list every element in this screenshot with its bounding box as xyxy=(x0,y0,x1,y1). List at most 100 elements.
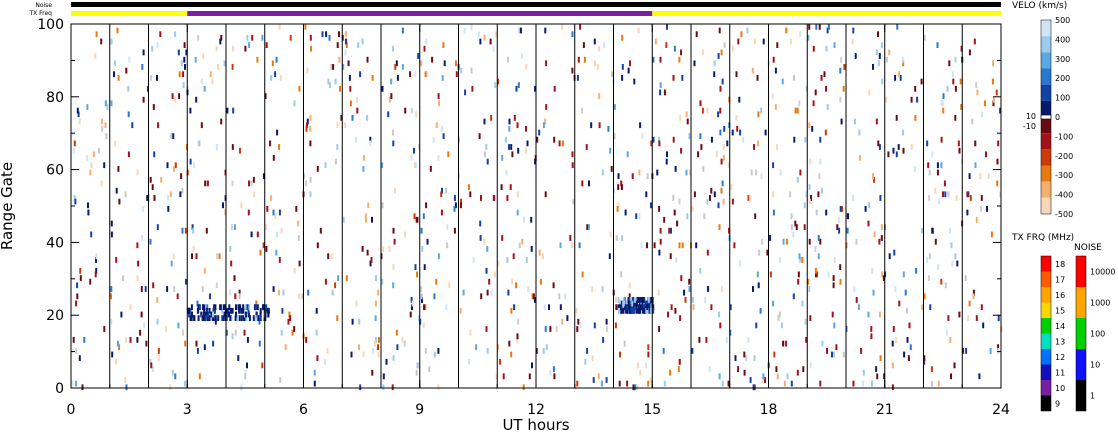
echo-cell xyxy=(819,380,822,387)
echo-cell xyxy=(688,133,691,139)
echo-cell xyxy=(833,351,835,358)
echo-cell xyxy=(899,75,902,81)
echo-cell xyxy=(542,122,545,129)
echo-cell xyxy=(766,249,769,256)
band-0-cell xyxy=(212,307,215,314)
band-0-cell xyxy=(259,315,262,321)
echo-cell xyxy=(710,136,713,143)
echo-cell xyxy=(516,209,519,216)
echo-cell xyxy=(667,311,669,318)
echo-cell xyxy=(621,235,624,241)
echo-cell xyxy=(596,64,599,70)
echo-cell xyxy=(561,318,564,325)
echo-cell xyxy=(431,56,434,63)
echo-cell xyxy=(272,155,275,161)
echo-cell xyxy=(272,286,275,292)
echo-cell xyxy=(307,289,310,296)
echo-cell xyxy=(790,224,793,230)
band-0-cell xyxy=(208,311,211,318)
echo-cell xyxy=(971,118,974,125)
echo-cell xyxy=(178,93,181,99)
echo-cell xyxy=(305,125,308,132)
echo-cell xyxy=(954,253,957,260)
echo-cell xyxy=(156,75,158,81)
echo-cell xyxy=(706,249,709,256)
echo-cell xyxy=(441,187,443,194)
band-0-cell xyxy=(259,307,262,314)
echo-cell xyxy=(195,96,198,103)
echo-cell xyxy=(508,144,510,150)
echo-cell xyxy=(581,271,584,278)
echo-cell xyxy=(525,125,527,132)
echo-cell xyxy=(423,45,426,52)
echo-cell xyxy=(349,100,352,107)
echo-cell xyxy=(854,53,857,59)
band-0-cell xyxy=(238,304,241,311)
echo-cell xyxy=(377,344,379,351)
echo-cell xyxy=(735,71,738,78)
echo-cell xyxy=(699,133,702,139)
band-1-cell xyxy=(647,297,650,303)
echo-cell xyxy=(542,253,544,260)
band-0-cell xyxy=(222,315,225,321)
echo-cell xyxy=(990,231,993,238)
echo-cell xyxy=(678,198,681,205)
echo-cell xyxy=(775,366,778,372)
echo-cell xyxy=(313,369,316,376)
echo-cell xyxy=(607,125,610,132)
echo-cell xyxy=(772,191,775,198)
echo-cell xyxy=(100,180,103,187)
echo-cell xyxy=(756,75,759,81)
echo-cell xyxy=(351,318,354,325)
band-0-cell xyxy=(240,315,243,321)
echo-cell xyxy=(169,384,172,391)
echo-cell xyxy=(782,238,785,245)
echo-cell xyxy=(817,253,820,260)
echo-cell xyxy=(149,358,152,365)
echo-cell xyxy=(558,293,561,300)
band-0-cell xyxy=(265,304,268,311)
band-0-cell xyxy=(221,315,224,321)
echo-cell xyxy=(979,173,982,179)
echo-cell xyxy=(277,289,280,296)
echo-cell xyxy=(928,169,931,176)
echo-cell xyxy=(359,71,362,78)
echo-cell xyxy=(838,227,841,234)
echo-cell xyxy=(645,191,648,198)
echo-cell xyxy=(234,293,237,300)
echo-cell xyxy=(831,311,834,318)
echo-cell xyxy=(808,198,811,205)
echo-cell xyxy=(650,140,653,147)
echo-cell xyxy=(381,202,384,209)
echo-cell xyxy=(774,67,777,74)
echo-cell xyxy=(888,49,891,56)
echo-cell xyxy=(904,289,907,296)
velocity-tick-label: 200 xyxy=(1055,74,1070,83)
echo-cell xyxy=(812,100,815,107)
echo-cell xyxy=(703,213,706,220)
echo-cell xyxy=(623,340,626,347)
band-0-cell xyxy=(214,304,217,311)
echo-cell xyxy=(332,64,335,70)
echo-cell xyxy=(330,64,333,70)
echo-cell xyxy=(321,31,324,38)
echo-cell xyxy=(620,271,623,278)
echo-cell xyxy=(617,184,620,190)
echo-cell xyxy=(762,373,765,380)
echo-cell xyxy=(602,337,605,343)
echo-cell xyxy=(730,184,733,190)
echo-cell xyxy=(650,202,652,209)
echo-cell xyxy=(152,282,155,289)
txfreq-color-4 xyxy=(1041,318,1051,334)
echo-cell xyxy=(515,85,518,92)
velo-near-zero-neg: -10 xyxy=(1023,122,1036,131)
echo-cell xyxy=(718,224,721,230)
echo-cell xyxy=(876,373,879,380)
echo-cell xyxy=(362,155,365,161)
echo-cell xyxy=(892,326,895,332)
echo-cell xyxy=(222,202,224,209)
band-0-cell xyxy=(207,311,210,318)
band-0-cell xyxy=(242,304,245,311)
echo-cell xyxy=(159,31,162,38)
band-1-cell xyxy=(628,304,631,311)
